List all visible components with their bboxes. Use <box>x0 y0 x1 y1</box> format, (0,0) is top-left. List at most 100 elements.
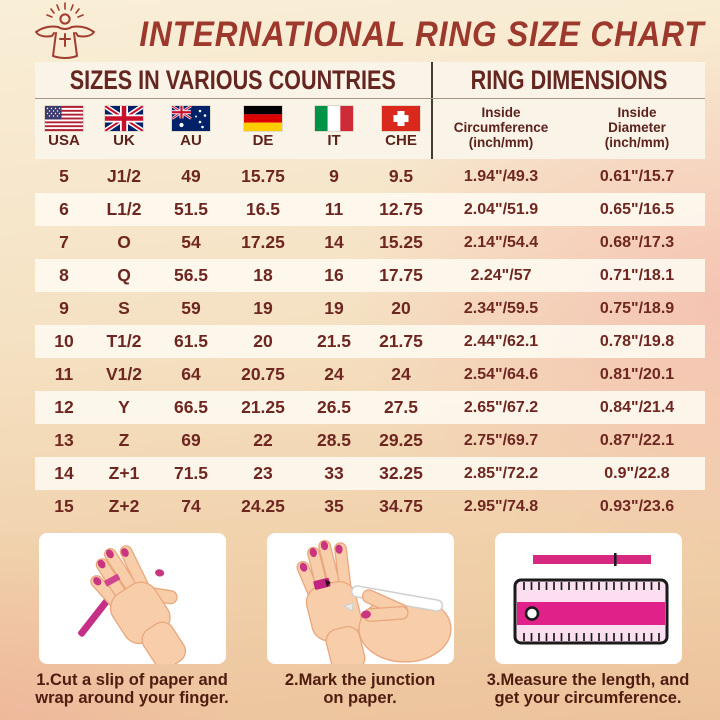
table-cell: 6 <box>59 199 69 219</box>
country-label: IT <box>327 132 341 149</box>
table-cell: 18 <box>253 265 273 285</box>
che-flag-icon <box>382 106 420 131</box>
ring-size-table-body: 5 J1/2 49 15.75 9 9.5 1.94"/49.3 0.61"/15.7 6 L1/… <box>35 160 705 523</box>
table-row: 11 V1/2 64 20.75 24 24 2.54"/64.6 0.81"/20.1 <box>35 358 705 391</box>
table-cell: 71.5 <box>173 463 209 483</box>
table-cell: 11 <box>324 199 344 219</box>
table-cell: 56.5 <box>173 265 209 285</box>
table-cell: 24 <box>324 364 344 384</box>
table-cell: 0.84"/21.4 <box>599 398 675 416</box>
table-cell: 0.93"/23.6 <box>599 497 675 515</box>
table-cell: J1/2 <box>106 166 142 186</box>
table-cell: 69 <box>181 430 201 450</box>
table-cell: 15.75 <box>241 166 285 186</box>
table-cell: 16.5 <box>245 199 281 219</box>
table-cell: 51.5 <box>173 199 209 219</box>
instruction-step-1: 1.Cut a slip of paper and wrap around yo… <box>35 533 229 707</box>
table-cell: 24.25 <box>241 496 285 516</box>
table-cell: 61.5 <box>173 331 209 351</box>
table-cell: 2.54"/64.6 <box>463 365 539 383</box>
table-cell: 9 <box>59 298 69 318</box>
table-cell: 2.65"/67.2 <box>463 398 539 416</box>
table-cell: O <box>117 232 131 252</box>
uk-flag-icon <box>105 106 143 131</box>
table-cell: 20 <box>391 298 411 318</box>
table-cell: 15.25 <box>379 232 423 252</box>
country-label: UK <box>113 132 135 149</box>
table-cell: 0.71"/18.1 <box>599 266 675 284</box>
table-cell: 17.75 <box>379 265 423 285</box>
table-cell: 12 <box>54 397 74 417</box>
table-row: 8 Q 56.5 18 16 17.75 2.24"/57 0.71"/18.1 <box>35 259 705 292</box>
table-cell: 2.95"/74.8 <box>463 497 539 515</box>
table-cell: 7 <box>59 232 69 252</box>
table-cell: 15 <box>54 496 74 516</box>
table-cell: 28.5 <box>316 430 352 450</box>
table-cell: 23 <box>253 463 273 483</box>
table-cell: 2.14"/54.4 <box>463 233 539 251</box>
table-cell: 26.5 <box>316 397 352 417</box>
table-cell: 20.75 <box>241 364 285 384</box>
step3-caption: 3.Measure the length, and get your circu… <box>486 671 690 708</box>
table-cell: V1/2 <box>106 364 142 384</box>
table-cell: 2.44"/62.1 <box>463 332 539 350</box>
table-cell: 14 <box>324 232 344 252</box>
table-row: 13 Z 69 22 28.5 29.25 2.75"/69.7 0.87"/22.1 <box>35 424 705 457</box>
column-header-inside-circumference: Inside Circumference (inch/mm) <box>453 105 549 151</box>
table-cell: 8 <box>59 265 69 285</box>
de-flag-icon <box>244 106 282 131</box>
table-cell: 2.85"/72.2 <box>463 464 539 482</box>
table-cell: Q <box>117 265 131 285</box>
instruction-step-3: 3.Measure the length, and get your circu… <box>487 533 689 707</box>
table-cell: 33 <box>324 463 344 483</box>
table-cell: 21.5 <box>316 331 352 351</box>
table-cell: 59 <box>181 298 201 318</box>
table-cell: 9.5 <box>388 166 414 186</box>
table-row: 10 T1/2 61.5 20 21.5 21.75 2.44"/62.1 0.78"/19.… <box>35 325 705 358</box>
column-header-it: IT <box>299 99 369 159</box>
table-cell: 34.75 <box>379 496 423 516</box>
column-header-au: AU <box>155 99 227 159</box>
table-cell: 2.34"/59.5 <box>463 299 539 317</box>
table-cell: 2.24"/57 <box>470 266 532 284</box>
country-label: DE <box>252 132 274 149</box>
table-cell: Z+1 <box>108 463 140 483</box>
table-row: 5 J1/2 49 15.75 9 9.5 1.94"/49.3 0.61"/15.7 <box>35 160 705 193</box>
size-chart-header-panel: SIZES IN VARIOUS COUNTRIES RING DIMENSIO… <box>35 62 705 159</box>
table-row: 9 S 59 19 19 20 2.34"/59.5 0.75"/18.9 <box>35 292 705 325</box>
table-cell: 35 <box>324 496 344 516</box>
step3-illustration-card <box>494 533 682 664</box>
table-cell: 64 <box>181 364 201 384</box>
table-row: 14 Z+1 71.5 23 33 32.25 2.85"/72.2 0.9"/22.8 <box>35 457 705 490</box>
column-header-de: DE <box>227 99 299 159</box>
table-cell: 21.75 <box>379 331 423 351</box>
table-cell: 49 <box>181 166 201 186</box>
country-headers: USA UK <box>35 99 433 159</box>
step2-caption: 2.Mark the junction on paper. <box>284 671 436 708</box>
table-cell: 10 <box>54 331 74 351</box>
country-label: AU <box>180 132 202 149</box>
table-cell: 27.5 <box>383 397 419 417</box>
table-cell: 0.75"/18.9 <box>599 299 675 317</box>
table-cell: 0.61"/15.7 <box>599 167 675 185</box>
table-cell: 9 <box>329 166 339 186</box>
column-header-row: USA UK <box>35 99 705 159</box>
table-cell: 74 <box>181 496 201 516</box>
table-row: 7 O 54 17.25 14 15.25 2.14"/54.4 0.68"/17.3 <box>35 226 705 259</box>
column-header-che: CHE <box>369 99 433 159</box>
step1-illustration-card <box>38 533 226 664</box>
table-cell: 0.9"/22.8 <box>604 464 670 482</box>
table-cell: 19 <box>253 298 273 318</box>
table-cell: Z <box>118 430 130 450</box>
section-title-row: SIZES IN VARIOUS COUNTRIES RING DIMENSIO… <box>35 62 705 99</box>
table-cell: Y <box>118 397 130 417</box>
table-cell: 66.5 <box>173 397 209 417</box>
table-cell: 14 <box>54 463 74 483</box>
column-header-uk: UK <box>93 99 155 159</box>
table-cell: 0.78"/19.8 <box>599 332 675 350</box>
measuring-instructions: 1.Cut a slip of paper and wrap around yo… <box>0 533 720 707</box>
jesus-logo-icon <box>35 2 95 59</box>
table-cell: T1/2 <box>106 331 142 351</box>
table-cell: 32.25 <box>379 463 423 483</box>
table-row: 12 Y 66.5 21.25 26.5 27.5 2.65"/67.2 0.84"/21.4 <box>35 391 705 424</box>
